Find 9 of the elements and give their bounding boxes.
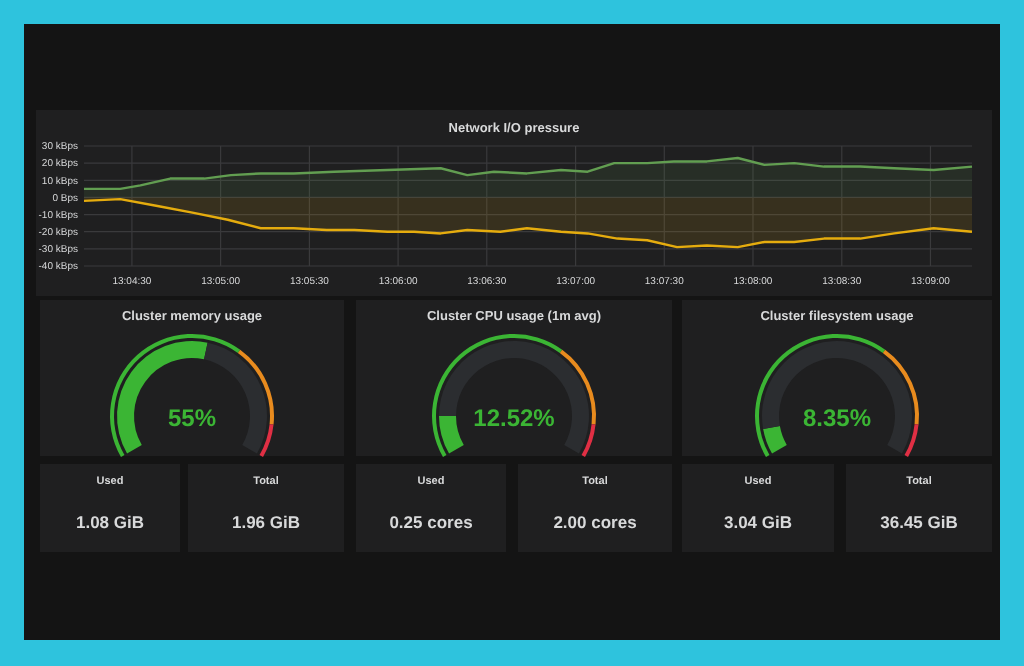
text: 8.35% [802,404,872,432]
text: 2.00 cores [553,512,637,532]
text: 1.08 GiB [75,512,145,532]
text: 1.96 GiB [231,512,301,532]
text: 3.04 GiB [723,512,793,532]
text: 0.25 cores [389,512,473,532]
text: 36.45 GiB [880,512,958,532]
text: 55% [167,404,217,432]
text: 12.52% [473,404,556,432]
